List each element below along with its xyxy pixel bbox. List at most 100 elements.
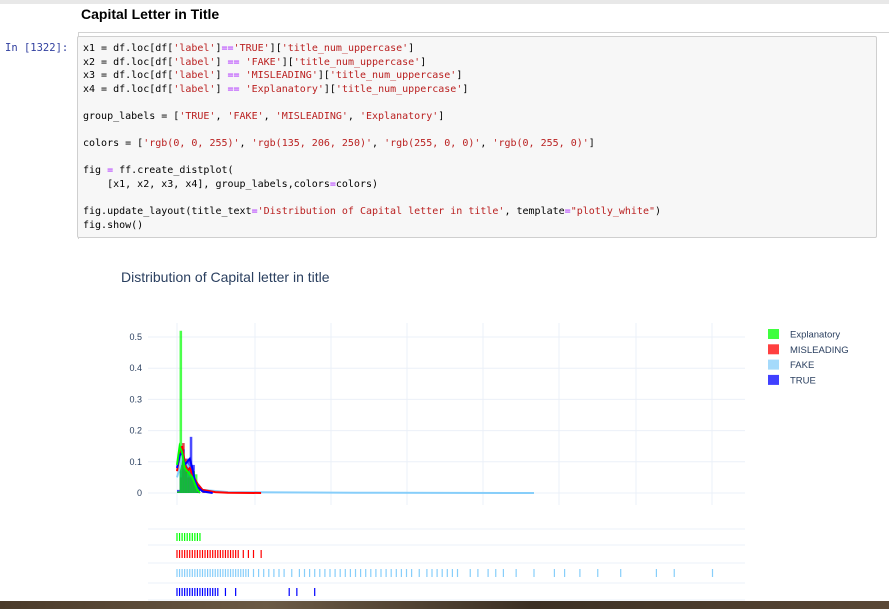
- code-token: 'FAKE': [227, 110, 264, 122]
- legend-label-true: TRUE: [790, 375, 816, 386]
- code-token: x2 = df.loc[df[: [83, 56, 174, 68]
- code-token: 'Explanatory': [359, 110, 439, 122]
- code-token: 'rgb(255, 0, 0)': [384, 138, 481, 150]
- code-token: ]: [456, 70, 463, 82]
- code-token: =: [329, 178, 336, 190]
- code-token: colors = [: [83, 138, 144, 150]
- code-token: 'rgb(135, 206, 250)': [251, 138, 373, 150]
- code-token: x4 = df.loc[df[: [83, 83, 174, 95]
- y-tick-label: 0.5: [129, 332, 142, 342]
- code-token: ,: [239, 138, 252, 150]
- code-token: 'MISLEADING': [245, 70, 318, 82]
- code-token: ): [655, 206, 662, 218]
- code-token: ]: [215, 56, 228, 68]
- code-token: ]: [215, 83, 228, 95]
- code-token: ][: [323, 83, 336, 95]
- y-tick-label: 0.1: [129, 457, 142, 467]
- code-token: ]: [420, 56, 427, 68]
- code-token: ==: [227, 83, 240, 95]
- code-token: 'label': [173, 56, 216, 68]
- code-token: ff.create_distplot(: [113, 165, 234, 177]
- code-line: group_labels = ['TRUE', 'FAKE', 'MISLEAD…: [83, 110, 661, 124]
- code-token: 'rgb(0, 0, 255)': [143, 138, 240, 150]
- code-token: ==: [221, 43, 234, 54]
- legend-label-explanatory: Explanatory: [790, 330, 840, 341]
- code-token: ,: [372, 138, 385, 150]
- code-token: fig: [83, 165, 108, 177]
- input-prompt: In [1322]:: [5, 42, 69, 54]
- y-tick-label: 0.4: [129, 363, 142, 373]
- kde-curve-fake: [176, 452, 535, 494]
- code-token: ,: [480, 138, 493, 150]
- code-token: 'label': [173, 70, 216, 82]
- code-line: x3 = df.loc[df['label'] == 'MISLEADING']…: [83, 69, 661, 83]
- legend-swatch-explanatory: [768, 329, 779, 339]
- section-heading: Capital Letter in Title: [81, 6, 220, 22]
- legend-swatch-true: [768, 374, 779, 385]
- code-token: 'TRUE': [179, 110, 216, 122]
- legend-swatch-misleading: [768, 344, 779, 355]
- code-token: =: [107, 165, 114, 177]
- code-line: fig = ff.create_distplot(: [83, 164, 661, 178]
- code-text[interactable]: x1 = df.loc[df['label']=='TRUE']['title_…: [83, 42, 661, 232]
- code-token: ]: [408, 43, 415, 54]
- code-line: colors = ['rgb(0, 0, 255)', 'rgb(135, 20…: [83, 137, 661, 151]
- code-token: x1 = df.loc[df[: [83, 43, 174, 54]
- histogram-bar-explanatory: [184, 468, 188, 493]
- kde-curve-misleading: [176, 445, 262, 494]
- code-token: [x1, x2, x3, x4], group_labels,colors: [83, 178, 330, 190]
- code-line: x4 = df.loc[df['label'] == 'Explanatory'…: [83, 83, 661, 97]
- code-token: ]: [438, 110, 445, 122]
- code-token: 'title_num_uppercase': [293, 56, 421, 68]
- histogram-bar-explanatory: [179, 330, 183, 493]
- code-token: colors): [335, 178, 379, 190]
- y-tick-label: 0.2: [129, 426, 142, 436]
- top-bar: [0, 0, 889, 4]
- code-token: 'label': [173, 43, 216, 54]
- code-token: ]: [588, 138, 595, 150]
- code-token: 'rgb(0, 255, 0)': [492, 138, 589, 150]
- code-line: x1 = df.loc[df['label']=='TRUE']['title_…: [83, 42, 661, 56]
- code-token: 'MISLEADING': [275, 110, 348, 122]
- code-token: "plotly_white": [570, 206, 655, 218]
- code-token: 'title_num_uppercase': [329, 70, 457, 82]
- code-token: 'Distribution of Capital letter in title…: [257, 206, 505, 218]
- y-tick-label: 0.3: [129, 394, 142, 404]
- legend-label-fake: FAKE: [790, 360, 814, 371]
- code-line: fig.update_layout(title_text='Distributi…: [83, 205, 661, 219]
- code-token: 'FAKE': [245, 56, 282, 68]
- histogram-bar-explanatory: [182, 455, 185, 493]
- code-token: 'title_num_uppercase': [335, 83, 463, 95]
- code-editor[interactable]: [77, 36, 877, 238]
- legend-swatch-fake: [768, 359, 779, 370]
- code-token: ,: [215, 110, 228, 122]
- code-line: [x1, x2, x3, x4], group_labels,colors=co…: [83, 178, 661, 192]
- code-token: ]: [215, 43, 222, 54]
- code-token: 'Explanatory': [245, 83, 324, 95]
- code-token: =: [564, 206, 571, 218]
- y-tick-label: 0: [137, 488, 142, 498]
- legend-label-misleading: MISLEADING: [790, 345, 849, 356]
- code-token: fig.show(): [83, 219, 144, 231]
- code-token: =: [251, 206, 258, 218]
- code-token: ][: [269, 43, 282, 54]
- code-token: 'title_num_uppercase': [281, 43, 409, 54]
- histogram-bar-explanatory: [187, 471, 190, 493]
- code-token: ][: [281, 56, 294, 68]
- code-token: ==: [227, 56, 240, 68]
- code-token: 'label': [173, 83, 216, 95]
- code-token: 'TRUE': [233, 43, 270, 54]
- code-token: ,: [263, 110, 276, 122]
- code-token: x3 = df.loc[df[: [83, 70, 174, 82]
- code-line: x2 = df.loc[df['label'] == 'FAKE']['titl…: [83, 56, 661, 70]
- code-token: ==: [227, 70, 240, 82]
- code-line: fig.show(): [83, 219, 661, 233]
- kde-curve-explanatory: [176, 442, 201, 494]
- code-token: group_labels = [: [83, 110, 180, 122]
- code-token: ,: [347, 110, 360, 122]
- histogram-bar-explanatory: [177, 491, 180, 493]
- code-token: ][: [317, 70, 330, 82]
- chart-title: Distribution of Capital letter in title: [121, 269, 330, 285]
- code-token: ]: [215, 70, 228, 82]
